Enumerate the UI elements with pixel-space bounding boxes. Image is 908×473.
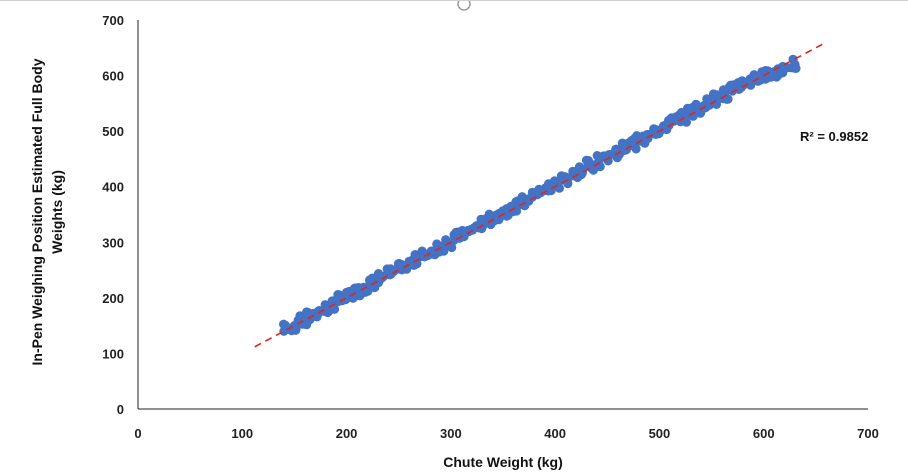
data-point (744, 76, 754, 86)
y-tick-label: 100 (102, 346, 124, 361)
x-tick-label: 700 (857, 426, 879, 441)
data-point (780, 63, 790, 73)
y-tick-label: 200 (102, 291, 124, 306)
data-point (661, 121, 671, 131)
x-tick-label: 500 (649, 426, 671, 441)
x-tick-labels: 0 100 200 300 400 500 600 700 (134, 426, 878, 441)
x-tick-label: 400 (544, 426, 566, 441)
data-point (719, 89, 729, 100)
data-point (377, 273, 387, 283)
y-tick-labels: 0 100 200 300 400 500 600 700 (102, 13, 124, 417)
x-tick-label: 300 (440, 426, 462, 441)
y-axis-title-line-2: Weights (kg) (49, 170, 65, 254)
y-tick-label: 400 (102, 180, 124, 195)
data-point (790, 59, 800, 70)
r-squared-annotation: R² = 0.9852 (800, 129, 868, 144)
x-tick-label: 100 (231, 426, 253, 441)
x-tick-label: 0 (134, 426, 141, 441)
data-point (627, 138, 637, 148)
y-tick-label: 0 (117, 402, 124, 417)
y-axis-title-line-1: In-Pen Weighing Position Estimated Full … (29, 58, 45, 365)
y-tick-label: 300 (102, 235, 124, 250)
y-tick-label: 600 (102, 69, 124, 84)
x-tick-label: 600 (753, 426, 775, 441)
y-axis-title: In-Pen Weighing Position Estimated Full … (29, 58, 65, 365)
scroll-indicator-circle (457, 0, 471, 11)
x-axis-title: Chute Weight (kg) (443, 454, 563, 470)
data-point (385, 268, 395, 278)
y-tick-label: 700 (102, 13, 124, 28)
data-point (577, 165, 587, 175)
data-point (686, 107, 696, 117)
y-tick-label: 500 (102, 124, 124, 139)
data-points (279, 54, 801, 336)
x-tick-label: 200 (336, 426, 358, 441)
